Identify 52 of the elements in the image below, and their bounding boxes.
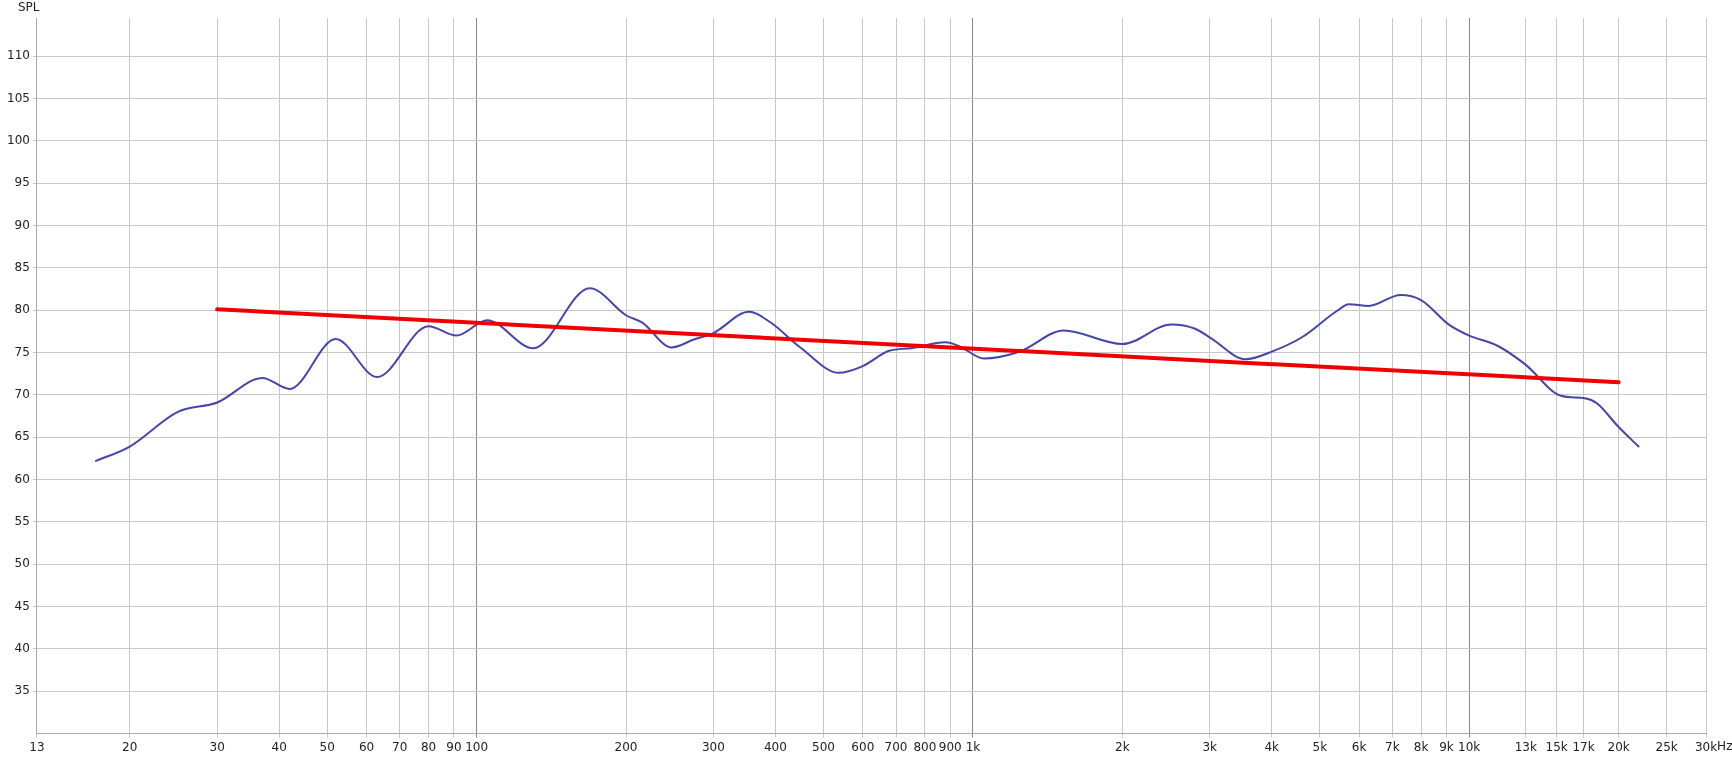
- x-tick-label: 20: [122, 739, 138, 754]
- y-tick-label: 55: [14, 514, 30, 529]
- x-tick-label: 9k: [1439, 739, 1454, 754]
- x-tick-label: 20k: [1607, 739, 1630, 754]
- y-tick-label: 70: [14, 386, 30, 401]
- y-tick-label: 65: [14, 429, 30, 444]
- y-tick-label: 80: [14, 302, 30, 317]
- x-tick-label: 400: [763, 739, 787, 754]
- x-tick-label: 200: [614, 739, 638, 754]
- x-tick-label: 10k: [1458, 739, 1481, 754]
- x-tick-label: 40: [271, 739, 287, 754]
- x-tick-label: 600: [851, 739, 875, 754]
- y-tick-label: 95: [14, 175, 30, 190]
- x-tick-label: 50: [319, 739, 335, 754]
- x-tick-label: 17k: [1572, 739, 1595, 754]
- y-tick-label: 75: [14, 344, 30, 359]
- x-tick-label: 80: [420, 739, 437, 754]
- y-tick-label: 50: [14, 556, 30, 571]
- y-tick-label: 100: [7, 132, 30, 147]
- x-tick-label: 300: [701, 739, 725, 754]
- x-tick-label: 5k: [1312, 739, 1328, 754]
- y-tick-label: 60: [14, 471, 30, 486]
- x-tick-label: 700: [884, 739, 908, 754]
- y-axis-title: SPL: [18, 0, 40, 15]
- x-tick-label: 2k: [1115, 739, 1130, 754]
- x-tick-label: 900: [938, 739, 962, 754]
- x-tick-label: 100: [465, 739, 489, 754]
- y-tick-label: 85: [14, 259, 30, 274]
- x-tick-label: 30: [209, 739, 225, 754]
- y-tick-label: 90: [14, 217, 30, 232]
- x-tick-label: 8k: [1413, 739, 1429, 754]
- y-tick-label: 110: [7, 48, 30, 63]
- x-tick-label: 6k: [1351, 739, 1367, 754]
- x-tick-label: 25k: [1655, 739, 1678, 754]
- x-tick-label: 3k: [1202, 739, 1218, 754]
- y-tick-label: 45: [14, 598, 30, 613]
- y-tick-label: 35: [14, 683, 30, 698]
- x-tick-label: 13k: [1514, 739, 1537, 754]
- x-tick-label: 13: [29, 739, 45, 754]
- x-tick-label: 70: [392, 739, 408, 754]
- x-tick-label: 1k: [965, 739, 981, 754]
- x-tick-label: 4k: [1264, 739, 1280, 754]
- x-tick-label: 60: [358, 739, 375, 754]
- x-tick-label: 500: [812, 739, 835, 754]
- y-tick-label: 40: [14, 641, 30, 656]
- x-axis-title: Hz: [1717, 738, 1732, 753]
- x-tick-label: 15k: [1545, 739, 1568, 754]
- x-tick-label: 30k: [1694, 739, 1718, 754]
- x-tick-label: 90: [446, 739, 462, 754]
- y-tick-label: 105: [7, 90, 30, 105]
- x-tick-label: 7k: [1385, 739, 1400, 754]
- x-tick-label: 800: [913, 739, 937, 754]
